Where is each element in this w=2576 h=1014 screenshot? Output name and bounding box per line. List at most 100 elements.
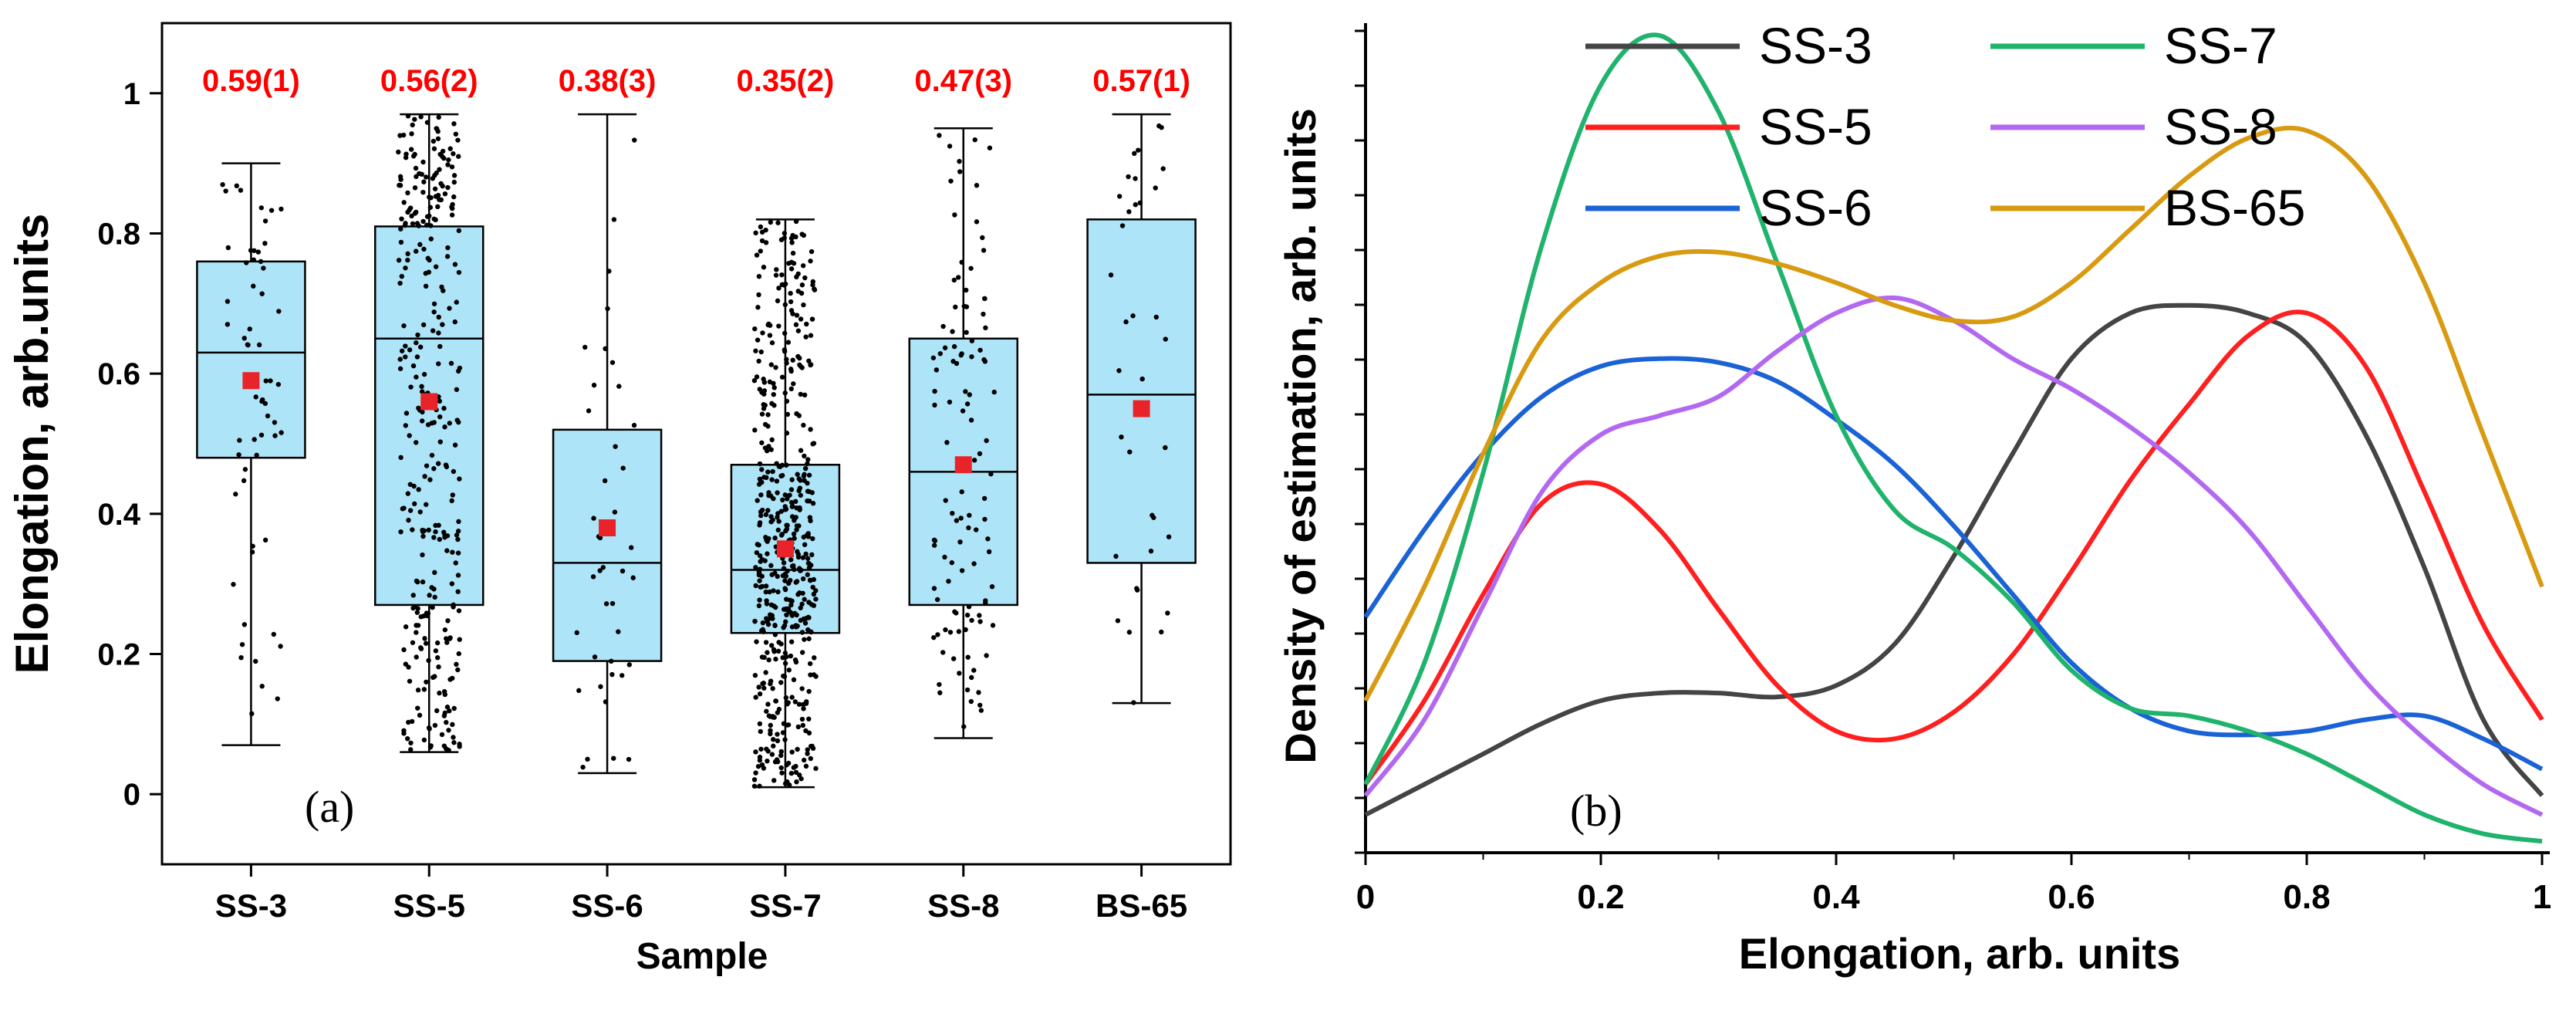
data-point-ss-7	[759, 467, 765, 472]
data-point-ss-7	[802, 275, 808, 281]
data-point-ss-6	[574, 630, 579, 636]
data-point-ss-5	[407, 508, 414, 513]
data-point-bs-65	[1159, 629, 1164, 635]
data-point-ss-7	[808, 755, 813, 762]
panel-a-boxes: 0.59(1) 0.56(2) 0.38(3) 0.35(2) 0.47(3) 0.57(…	[196, 64, 1197, 789]
data-point-ss-7	[786, 580, 792, 586]
points-ss-5	[396, 113, 463, 753]
data-point-ss-7	[789, 240, 795, 245]
data-point-ss-7	[759, 411, 765, 417]
data-point-ss-5	[452, 319, 457, 325]
data-point-ss-7	[782, 586, 788, 591]
data-point-ss-7	[755, 763, 761, 769]
a-y-tick-label-0-8: 0.8	[97, 218, 140, 252]
data-point-ss-5	[405, 251, 410, 257]
data-point-ss-7	[765, 469, 771, 475]
data-point-ss-7	[758, 224, 764, 230]
data-point-ss-5	[439, 732, 445, 738]
data-point-ss-7	[808, 427, 813, 432]
data-point-ss-5	[415, 705, 420, 711]
data-point-ss-7	[764, 708, 769, 714]
data-point-bs-65	[1153, 314, 1160, 320]
data-point-ss-7	[778, 749, 784, 755]
data-point-ss-5	[412, 501, 417, 507]
data-point-ss-6	[611, 755, 616, 761]
data-point-ss-7	[791, 563, 796, 569]
data-point-ss-7	[788, 770, 795, 776]
panel-a-y-axis-title: Elongation, arb.units	[6, 214, 58, 674]
data-point-ss-7	[780, 497, 785, 503]
data-point-ss-7	[806, 358, 812, 363]
data-point-ss-7	[802, 542, 808, 547]
data-point-ss-8	[963, 287, 969, 293]
data-point-ss-7	[813, 766, 819, 772]
data-point-ss-5	[451, 735, 456, 740]
data-point-ss-5	[446, 157, 451, 163]
box-ss-3	[196, 260, 306, 459]
data-point-ss-3	[241, 622, 248, 627]
a-y-tick-label-0: 0	[123, 778, 140, 812]
data-point-ss-5	[410, 605, 416, 611]
data-point-ss-7	[794, 579, 800, 584]
data-point-ss-7	[800, 576, 806, 582]
data-point-ss-7	[808, 259, 813, 264]
data-point-ss-5	[403, 154, 409, 161]
data-point-ss-7	[761, 475, 767, 480]
data-point-ss-8	[961, 724, 967, 729]
box-bs-65	[1086, 218, 1197, 564]
data-point-ss-7	[782, 651, 788, 656]
data-point-ss-5	[403, 354, 408, 360]
data-point-ss-5	[431, 466, 437, 472]
data-point-ss-3	[272, 420, 278, 425]
a-y-tick-label-0-2: 0.2	[97, 638, 140, 672]
data-point-ss-5	[414, 209, 419, 215]
data-point-ss-5	[428, 743, 434, 749]
data-point-ss-3	[225, 322, 231, 327]
data-point-ss-3	[241, 478, 247, 484]
data-point-ss-7	[778, 752, 784, 759]
data-point-ss-8	[944, 440, 950, 445]
data-point-ss-8	[964, 401, 971, 407]
data-point-ss-5	[409, 213, 414, 219]
data-point-ss-5	[408, 384, 414, 390]
data-point-ss-7	[782, 302, 788, 308]
data-point-ss-3	[245, 342, 251, 348]
data-point-ss-8	[985, 536, 991, 542]
data-point-ss-5	[419, 384, 424, 390]
data-point-ss-7	[775, 220, 781, 225]
data-point-ss-3	[249, 711, 255, 717]
data-point-ss-8	[991, 389, 997, 395]
data-point-ss-5	[431, 586, 437, 592]
data-point-ss-7	[753, 695, 758, 700]
data-point-ss-7	[757, 783, 762, 789]
data-point-ss-7	[809, 248, 815, 255]
data-point-ss-7	[808, 629, 814, 634]
data-point-ss-8	[989, 584, 995, 590]
data-point-ss-7	[784, 762, 789, 768]
data-point-ss-7	[796, 413, 802, 418]
data-point-ss-7	[805, 560, 812, 566]
data-point-ss-7	[812, 655, 817, 661]
data-point-ss-7	[794, 779, 799, 785]
data-point-ss-7	[763, 583, 769, 589]
data-point-ss-5	[414, 174, 419, 180]
data-point-ss-5	[398, 455, 403, 461]
data-point-bs-65	[1131, 700, 1136, 705]
data-point-ss-7	[813, 597, 819, 602]
data-point-ss-3	[238, 654, 244, 661]
data-point-ss-7	[794, 527, 799, 532]
data-point-ss-5	[431, 420, 437, 425]
data-point-ss-5	[420, 552, 425, 558]
data-point-ss-5	[398, 529, 403, 535]
data-point-ss-8	[974, 182, 980, 188]
data-point-ss-7	[752, 428, 758, 433]
data-point-ss-5	[456, 154, 461, 159]
data-point-ss-7	[782, 737, 788, 742]
data-point-ss-5	[447, 146, 453, 151]
data-point-ss-8	[971, 668, 977, 673]
data-point-ss-7	[806, 565, 812, 570]
data-point-ss-5	[414, 374, 419, 380]
data-point-ss-8	[951, 343, 957, 350]
data-point-ss-5	[456, 269, 462, 275]
data-point-ss-5	[420, 418, 425, 424]
